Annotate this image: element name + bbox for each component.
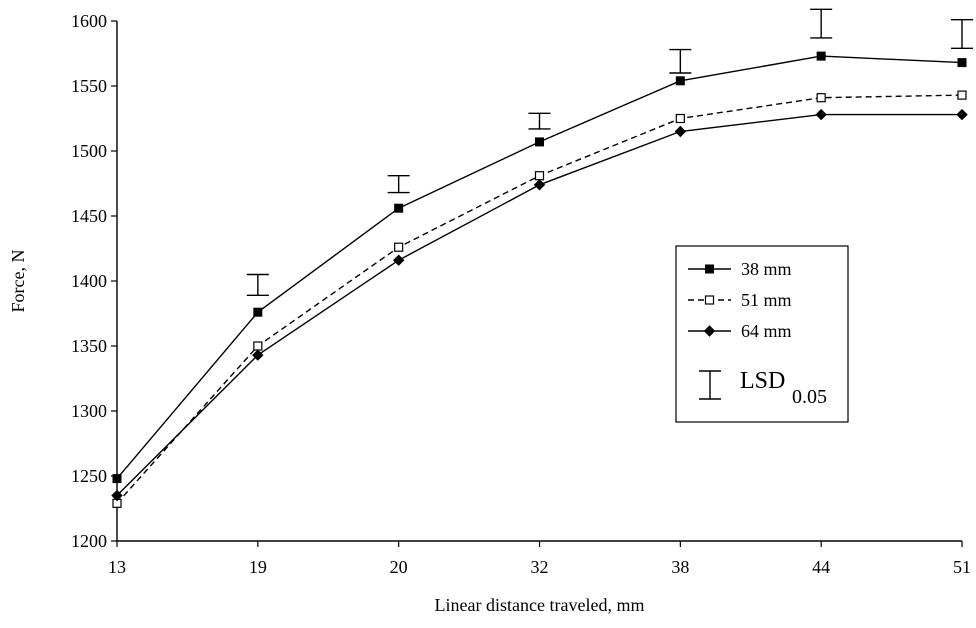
x-tick-label: 38 [671,557,689,577]
legend-item-lsd: LSD 0.05 [699,368,827,408]
axes: 1200 1250 1300 1350 1400 1450 1500 1550 1600 13 19… [71,11,971,577]
y-tick-label: 1500 [71,141,107,161]
legend-lsd-label: LSD [740,368,785,394]
series-point [674,125,687,138]
series-3 [111,108,968,502]
series-point [252,349,264,361]
x-axis-title: Linear distance traveled, mm [435,595,645,615]
y-tick-label: 1350 [71,336,107,356]
lsd-interval [951,19,973,49]
y-tick-label: 1600 [71,11,107,31]
series-point [253,307,263,317]
series-point [815,108,827,121]
series-point [394,242,404,252]
series-2 [112,90,967,508]
x-tick-label: 20 [390,557,408,577]
legend-item: 51 mm [688,290,792,310]
series-point [956,108,968,121]
legend: 38 mm 51 mm 64 mm LSD 0.05 [675,245,849,423]
y-axis-title: Force, N [8,250,28,313]
legend-marker [703,325,716,337]
legend-item: 38 mm [688,259,792,279]
x-tick-label: 13 [108,557,126,577]
x-tick-label: 44 [812,557,830,577]
y-tick-label: 1300 [71,401,107,421]
series-point [253,341,263,351]
lsd-interval [810,8,833,39]
legend-lsd-subscript: 0.05 [792,386,827,408]
series-point [957,90,967,100]
series-point [111,489,123,502]
legend-marker [704,295,715,305]
series-point [675,113,685,124]
series-point [533,179,546,191]
legend-label: 38 mm [741,259,792,279]
lsd-interval [246,273,269,296]
legend-item: 64 mm [688,321,792,341]
series-point [957,58,967,68]
y-tick-label: 1200 [71,531,107,551]
series-point [816,93,826,103]
series-point [112,474,122,484]
legend-label: 51 mm [741,290,792,310]
series-point [535,137,544,147]
y-tick-label: 1400 [71,271,107,291]
legend-marker [705,264,714,274]
y-tick-label: 1250 [71,466,107,486]
series-point [392,254,405,266]
series-point [394,203,404,213]
x-tick-label: 51 [953,557,971,577]
x-tick-label: 32 [531,557,549,577]
series-point [816,51,826,61]
legend-label: 64 mm [741,321,792,341]
lsd-interval [387,174,410,194]
series-point [675,76,685,86]
lsd-interval [528,112,551,130]
lsd-intervals [246,8,973,296]
series-point [534,171,545,181]
y-tick-label: 1550 [71,76,107,96]
x-tick-label: 19 [249,557,267,577]
y-tick-label: 1450 [71,206,107,226]
series-lines [111,51,968,508]
lsd-interval [669,48,692,74]
legend-box [675,245,849,423]
series-1 [112,51,967,484]
